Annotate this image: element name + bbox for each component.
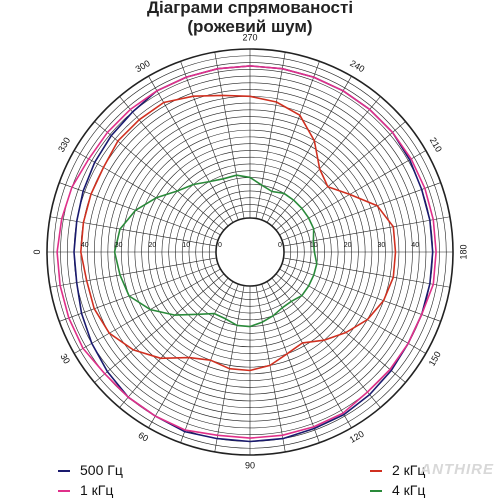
legend-label-500hz: 500 Гц [80,462,123,478]
grid-spoke [148,76,234,223]
grid-spoke [261,61,320,221]
legend-swatch-2khz [370,470,382,473]
legend-item-2khz: 2 кГц [370,462,425,478]
angle-tick-label: 300 [134,58,152,74]
legend-label-4khz: 4 кГц [392,482,426,498]
grid-spoke [148,281,234,428]
series-line-2 [80,94,397,372]
grid-spoke [180,61,239,221]
grid-spoke [255,52,286,219]
legend-item-1khz: 1 кГц [58,482,113,498]
radial-tick-label: 20 [344,242,352,249]
grid-spoke [283,216,450,247]
grid-spoke [94,121,225,231]
angle-tick-label: 150 [427,350,443,368]
angle-tick-label: 180 [458,244,468,259]
grid-spoke [74,150,221,236]
legend-label-1khz: 1 кГц [80,482,114,498]
grid-spoke [266,76,352,223]
angle-tick-label: 210 [428,136,444,154]
grid-spoke [266,281,352,428]
angle-tick-label: 60 [136,430,150,444]
radial-tick-label: 0 [218,242,222,249]
legend-item-4khz: 4 кГц [370,482,425,498]
grid-spoke [271,277,381,408]
grid-spoke [94,273,225,383]
grid-spoke [281,263,441,322]
legend-swatch-500hz [58,470,70,473]
grid-spoke [279,268,426,354]
radial-tick-label: 30 [378,242,386,249]
grid-spoke [119,96,229,227]
legend-swatch-4khz [370,490,382,493]
grid-spoke [50,257,217,288]
grid-spoke [279,150,426,236]
legend-label-2khz: 2 кГц [392,462,426,478]
grid-ring [208,210,292,294]
radial-tick-label: 10 [182,242,190,249]
angle-tick-label: 120 [348,429,366,445]
radial-tick-label: 30 [115,242,123,249]
angle-tick-label: 270 [242,32,257,42]
grid-spoke [214,52,245,219]
grid-spoke [59,263,219,322]
grid-spoke [59,182,219,241]
grid-ring [215,217,285,287]
grid-spoke [261,283,320,443]
grid-spoke [50,216,217,247]
grid-spoke [275,121,406,231]
radial-tick-label: 20 [149,242,157,249]
chart-subtitle: (рожевий шум) [187,17,313,36]
angle-tick-label: 240 [348,58,366,74]
watermark-logo: ANTHIRE [420,461,494,478]
radial-tick-label: 40 [411,242,419,249]
radial-tick-label: 10 [310,242,318,249]
angle-tick-label: 30 [58,352,72,366]
grid-spoke [283,257,450,288]
series-line-3 [113,174,318,328]
grid-spoke [271,96,381,227]
grid-spoke [180,283,239,443]
radial-tick-label: 40 [81,242,89,249]
grid-spoke [119,277,229,408]
chart-title: Діаграми спрямованості [146,0,354,17]
legend-swatch-1khz [58,490,70,493]
grid-spoke [255,285,286,452]
grid-spoke [275,273,406,383]
radial-tick-label: 0 [278,242,282,249]
legend-item-500hz: 500 Гц [58,462,123,478]
grid-spoke [281,182,441,241]
grid-spoke [74,268,221,354]
angle-tick-label: 90 [245,460,255,470]
angle-tick-label: 0 [32,249,42,254]
series-line-1 [56,65,437,439]
angle-tick-label: 330 [56,136,72,154]
